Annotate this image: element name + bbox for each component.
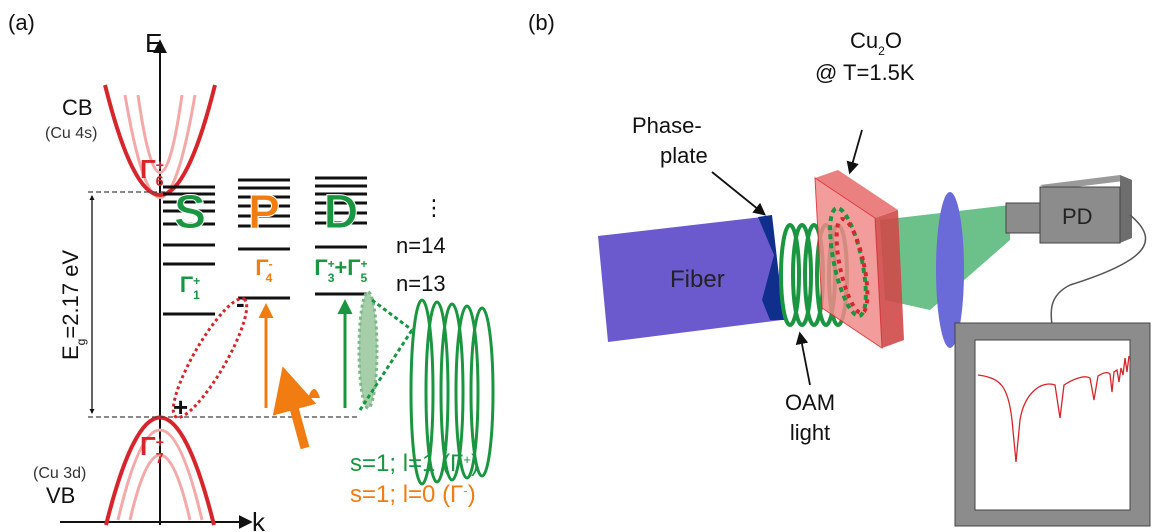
vb-symmetry-part: + — [156, 435, 164, 451]
sample-label: Cu2O — [850, 28, 902, 58]
hole: + — [173, 392, 188, 422]
series-symmetry-part: 1 — [193, 288, 200, 302]
series-letter: D — [324, 186, 359, 239]
figure: (a)EkCB(Cu 4s)Γ+6Eg=2.17 eVSΓ+1PΓ-4DΓ+3+… — [0, 0, 1159, 532]
ellipsis: ⋮ — [423, 195, 445, 220]
photon-arrow — [285, 375, 305, 448]
legend-entry-part: s=1; l=0 (Γ — [350, 481, 463, 508]
series-letter: P — [248, 186, 280, 239]
temperature-label: @ T=1.5K — [815, 60, 915, 85]
series-symmetry: Γ+1 — [180, 272, 200, 302]
pulse — [308, 389, 320, 398]
vb-symmetry-part: Γ — [140, 431, 156, 461]
legend-entry-part: s=1; l=1 (Γ — [350, 450, 463, 477]
gap-guides — [88, 192, 360, 417]
n-label: n=13 — [396, 271, 446, 296]
light-label: OAM — [785, 390, 835, 415]
phase-plate-label: plate — [660, 143, 708, 168]
label: (Cu 4s) — [45, 125, 97, 142]
label: E — [145, 28, 162, 58]
phase-plate-label: Phase- — [632, 113, 702, 138]
legend-entry-part: ) — [471, 450, 479, 477]
detector-label: PD — [1062, 204, 1093, 229]
gap-label-part: E — [58, 345, 83, 360]
series-symmetry-part: 5 — [361, 271, 368, 285]
series-letter: S — [174, 186, 206, 239]
sample-label-part: O — [885, 28, 902, 53]
electron: - — [236, 288, 245, 318]
cb-symmetry-part: 6 — [156, 174, 164, 190]
label: (b) — [528, 10, 555, 35]
vb-symmetry-part: 7 — [156, 451, 164, 467]
series-symmetry-part: +Γ — [334, 255, 360, 280]
series-symmetry-part: + — [361, 257, 368, 271]
legend-entry: s=1; l=1 (Γ+) — [350, 450, 479, 477]
legend-entry: s=1; l=0 (Γ-) — [350, 481, 476, 508]
sample-label-part: Cu — [850, 28, 878, 53]
n-label: n=14 — [396, 233, 446, 258]
series-symmetry: Γ-4 — [255, 255, 272, 285]
series-symmetry-part: Γ — [180, 272, 193, 297]
label: VB — [46, 483, 75, 508]
cb-symmetry-part: Γ — [140, 154, 156, 184]
series-symmetry-part: + — [193, 274, 200, 288]
monitor — [955, 323, 1150, 526]
series-symmetry-part: Γ — [314, 255, 327, 280]
gap-label-part: g — [74, 339, 88, 346]
page: (a)EkCB(Cu 4s)Γ+6Eg=2.17 eVSΓ+1PΓ-4DΓ+3+… — [0, 0, 1159, 532]
series-symmetry-part: 4 — [266, 271, 273, 285]
legend-entry-part: ) — [468, 481, 476, 508]
light-label: light — [790, 420, 830, 445]
label: (Cu 3d) — [33, 465, 86, 482]
label: k — [252, 507, 266, 532]
fiber-label: Fiber — [670, 266, 725, 293]
gap-label: Eg=2.17 eV — [58, 250, 88, 360]
cb-symmetry-part: + — [156, 158, 164, 174]
label: (a) — [8, 10, 35, 35]
series-symmetry: Γ+3+Γ+5 — [314, 255, 367, 285]
gap-label-part: =2.17 eV — [58, 250, 83, 339]
series-symmetry-part: - — [269, 257, 273, 271]
label: CB — [62, 95, 93, 120]
